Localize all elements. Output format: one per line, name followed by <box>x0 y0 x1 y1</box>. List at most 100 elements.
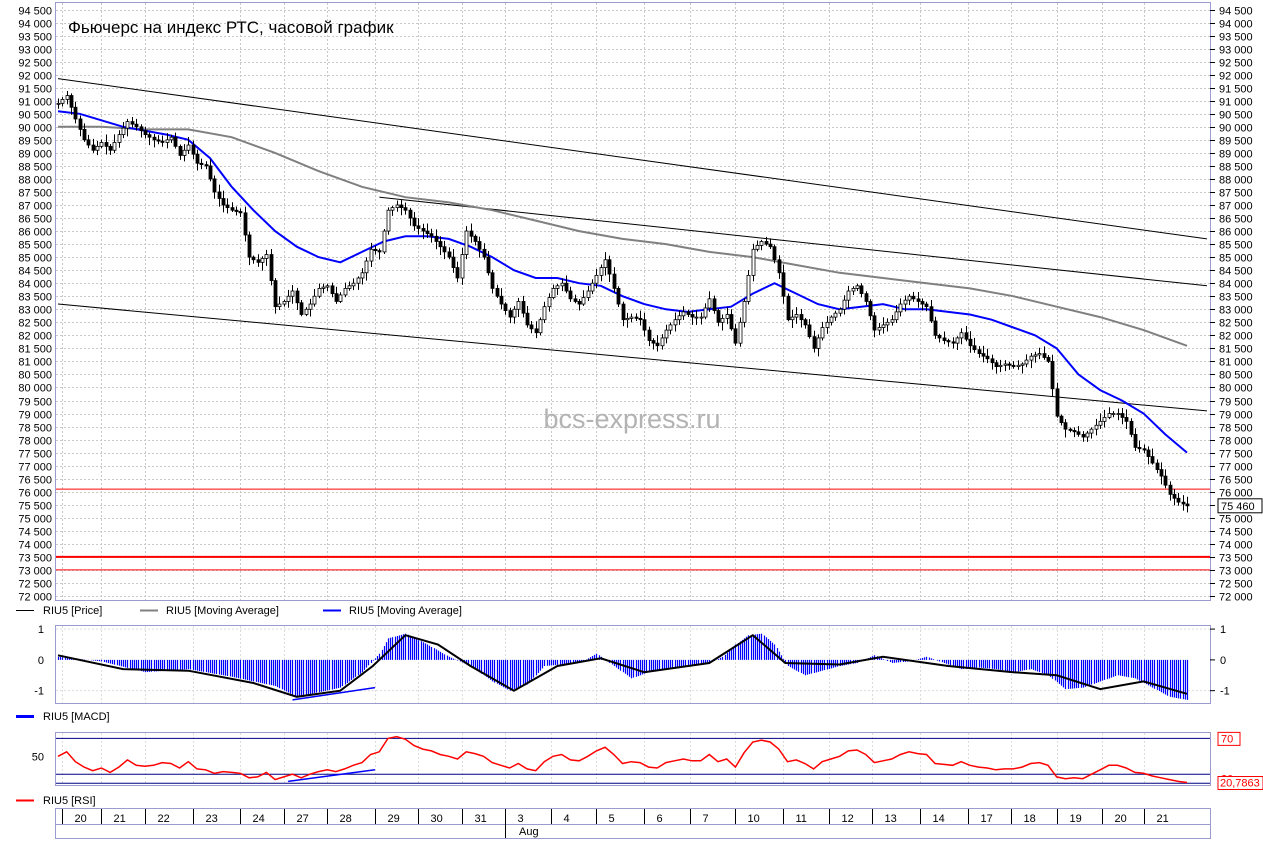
price-tick-label: 76 500 <box>18 475 52 487</box>
price-tick-label: 94 000 <box>1219 19 1253 31</box>
macd-tick-label: 1 <box>1220 624 1226 636</box>
candle-body <box>907 295 912 301</box>
candle-body <box>1050 360 1055 390</box>
price-gridlines <box>56 3 1210 600</box>
candle-body <box>260 258 265 263</box>
last-price-label: 75 460 <box>1221 501 1255 513</box>
candle-body <box>364 260 369 274</box>
candle-body <box>182 149 187 156</box>
price-tick-label: 81 000 <box>1219 357 1253 369</box>
rsi-panel-frame <box>55 732 1211 786</box>
candle-body <box>217 191 222 199</box>
price-tick-label: 90 500 <box>18 110 52 122</box>
candle-body <box>1124 417 1129 422</box>
price-tick-label: 74 500 <box>18 527 52 539</box>
price-tick-label: 86 500 <box>1219 214 1253 226</box>
price-tick-label: 80 500 <box>18 370 52 382</box>
candle-body <box>429 233 434 237</box>
day-label: 21 <box>1157 813 1169 825</box>
candle-body <box>434 235 439 242</box>
candle-body <box>647 329 652 341</box>
candle-body <box>512 308 517 318</box>
candle-body <box>282 301 287 305</box>
candle-body <box>477 241 482 250</box>
candle-body <box>529 324 534 330</box>
candle-body <box>356 277 361 284</box>
candle-body <box>1068 428 1073 431</box>
day-label: 21 <box>114 813 126 825</box>
price-tick-label: 79 000 <box>18 410 52 422</box>
price-tick-label: 74 000 <box>1219 540 1253 552</box>
candle-body <box>664 329 669 339</box>
candle-body <box>1016 364 1021 368</box>
candle-body <box>872 315 877 331</box>
price-tick-label: 83 000 <box>18 305 52 317</box>
candle-body <box>1024 359 1029 365</box>
candle-body <box>951 341 956 344</box>
price-tick-label: 80 500 <box>1219 370 1253 382</box>
macd-divergence-line <box>292 686 376 701</box>
candle-body <box>707 298 712 309</box>
macd-divergence <box>292 686 376 701</box>
candle-body <box>703 307 708 318</box>
price-tick-label: 91 000 <box>18 97 52 109</box>
candle-body <box>894 311 899 321</box>
candle-body <box>442 246 447 253</box>
price-tick-label: 77 000 <box>18 462 52 474</box>
price-tick-label: 92 500 <box>1219 58 1253 70</box>
candle-body <box>438 241 443 248</box>
trend-lines <box>57 78 1208 412</box>
candle-body <box>911 295 916 300</box>
candle-body <box>547 297 552 308</box>
candle-body <box>112 142 117 151</box>
candle-body <box>425 230 430 235</box>
candle-body <box>634 316 639 319</box>
candle-body <box>199 162 204 165</box>
candle-body <box>78 118 83 130</box>
price-tick-label: 94 000 <box>18 19 52 31</box>
candle-body <box>386 209 391 232</box>
rsi-divergence <box>288 769 376 783</box>
candle-body <box>564 282 569 292</box>
price-tick-label: 90 000 <box>1219 123 1253 135</box>
candle-body <box>855 285 860 289</box>
candle-body <box>690 314 695 318</box>
price-tick-label: 83 500 <box>18 292 52 304</box>
candle-body <box>1011 364 1016 368</box>
candle-body <box>503 303 508 311</box>
candle-body <box>464 230 469 255</box>
candle-body <box>616 288 621 305</box>
candle-body <box>334 293 339 302</box>
price-tick-label: 80 000 <box>18 383 52 395</box>
candle-body <box>825 321 830 328</box>
candle-body <box>1163 475 1168 486</box>
day-label: 23 <box>206 813 218 825</box>
candle-body <box>968 338 973 347</box>
candle-body <box>772 246 777 261</box>
candle-body <box>621 303 626 321</box>
price-tick-label: 93 000 <box>18 45 52 57</box>
trend-line <box>57 78 1208 240</box>
candle-body <box>451 256 456 268</box>
candle-body <box>725 314 730 319</box>
candle-body <box>607 259 612 275</box>
candle-body <box>738 321 743 344</box>
rsi-level-70-label: 70 <box>1221 733 1233 745</box>
candle-body <box>134 123 139 128</box>
candle-body <box>269 254 274 281</box>
day-label: 18 <box>1024 813 1036 825</box>
price-tick-label: 92 000 <box>18 71 52 83</box>
candle-body <box>794 314 799 318</box>
candle-body <box>286 295 291 302</box>
candle-body <box>99 142 104 147</box>
time-axis: 20 21 22 23 24 27 28 29 30 31 3 4 5 6 7 10 11 12 13 14 17 18 1… <box>56 809 1210 838</box>
candle-body <box>868 301 873 317</box>
candle-body <box>299 302 304 315</box>
price-tick-label: 91 500 <box>18 84 52 96</box>
price-tick-label: 85 500 <box>18 240 52 252</box>
candle-body <box>325 285 330 288</box>
candle-body <box>251 256 256 261</box>
day-label: 6 <box>657 813 663 825</box>
candle-body <box>916 298 921 302</box>
price-tick-label: 75 500 <box>18 501 52 513</box>
